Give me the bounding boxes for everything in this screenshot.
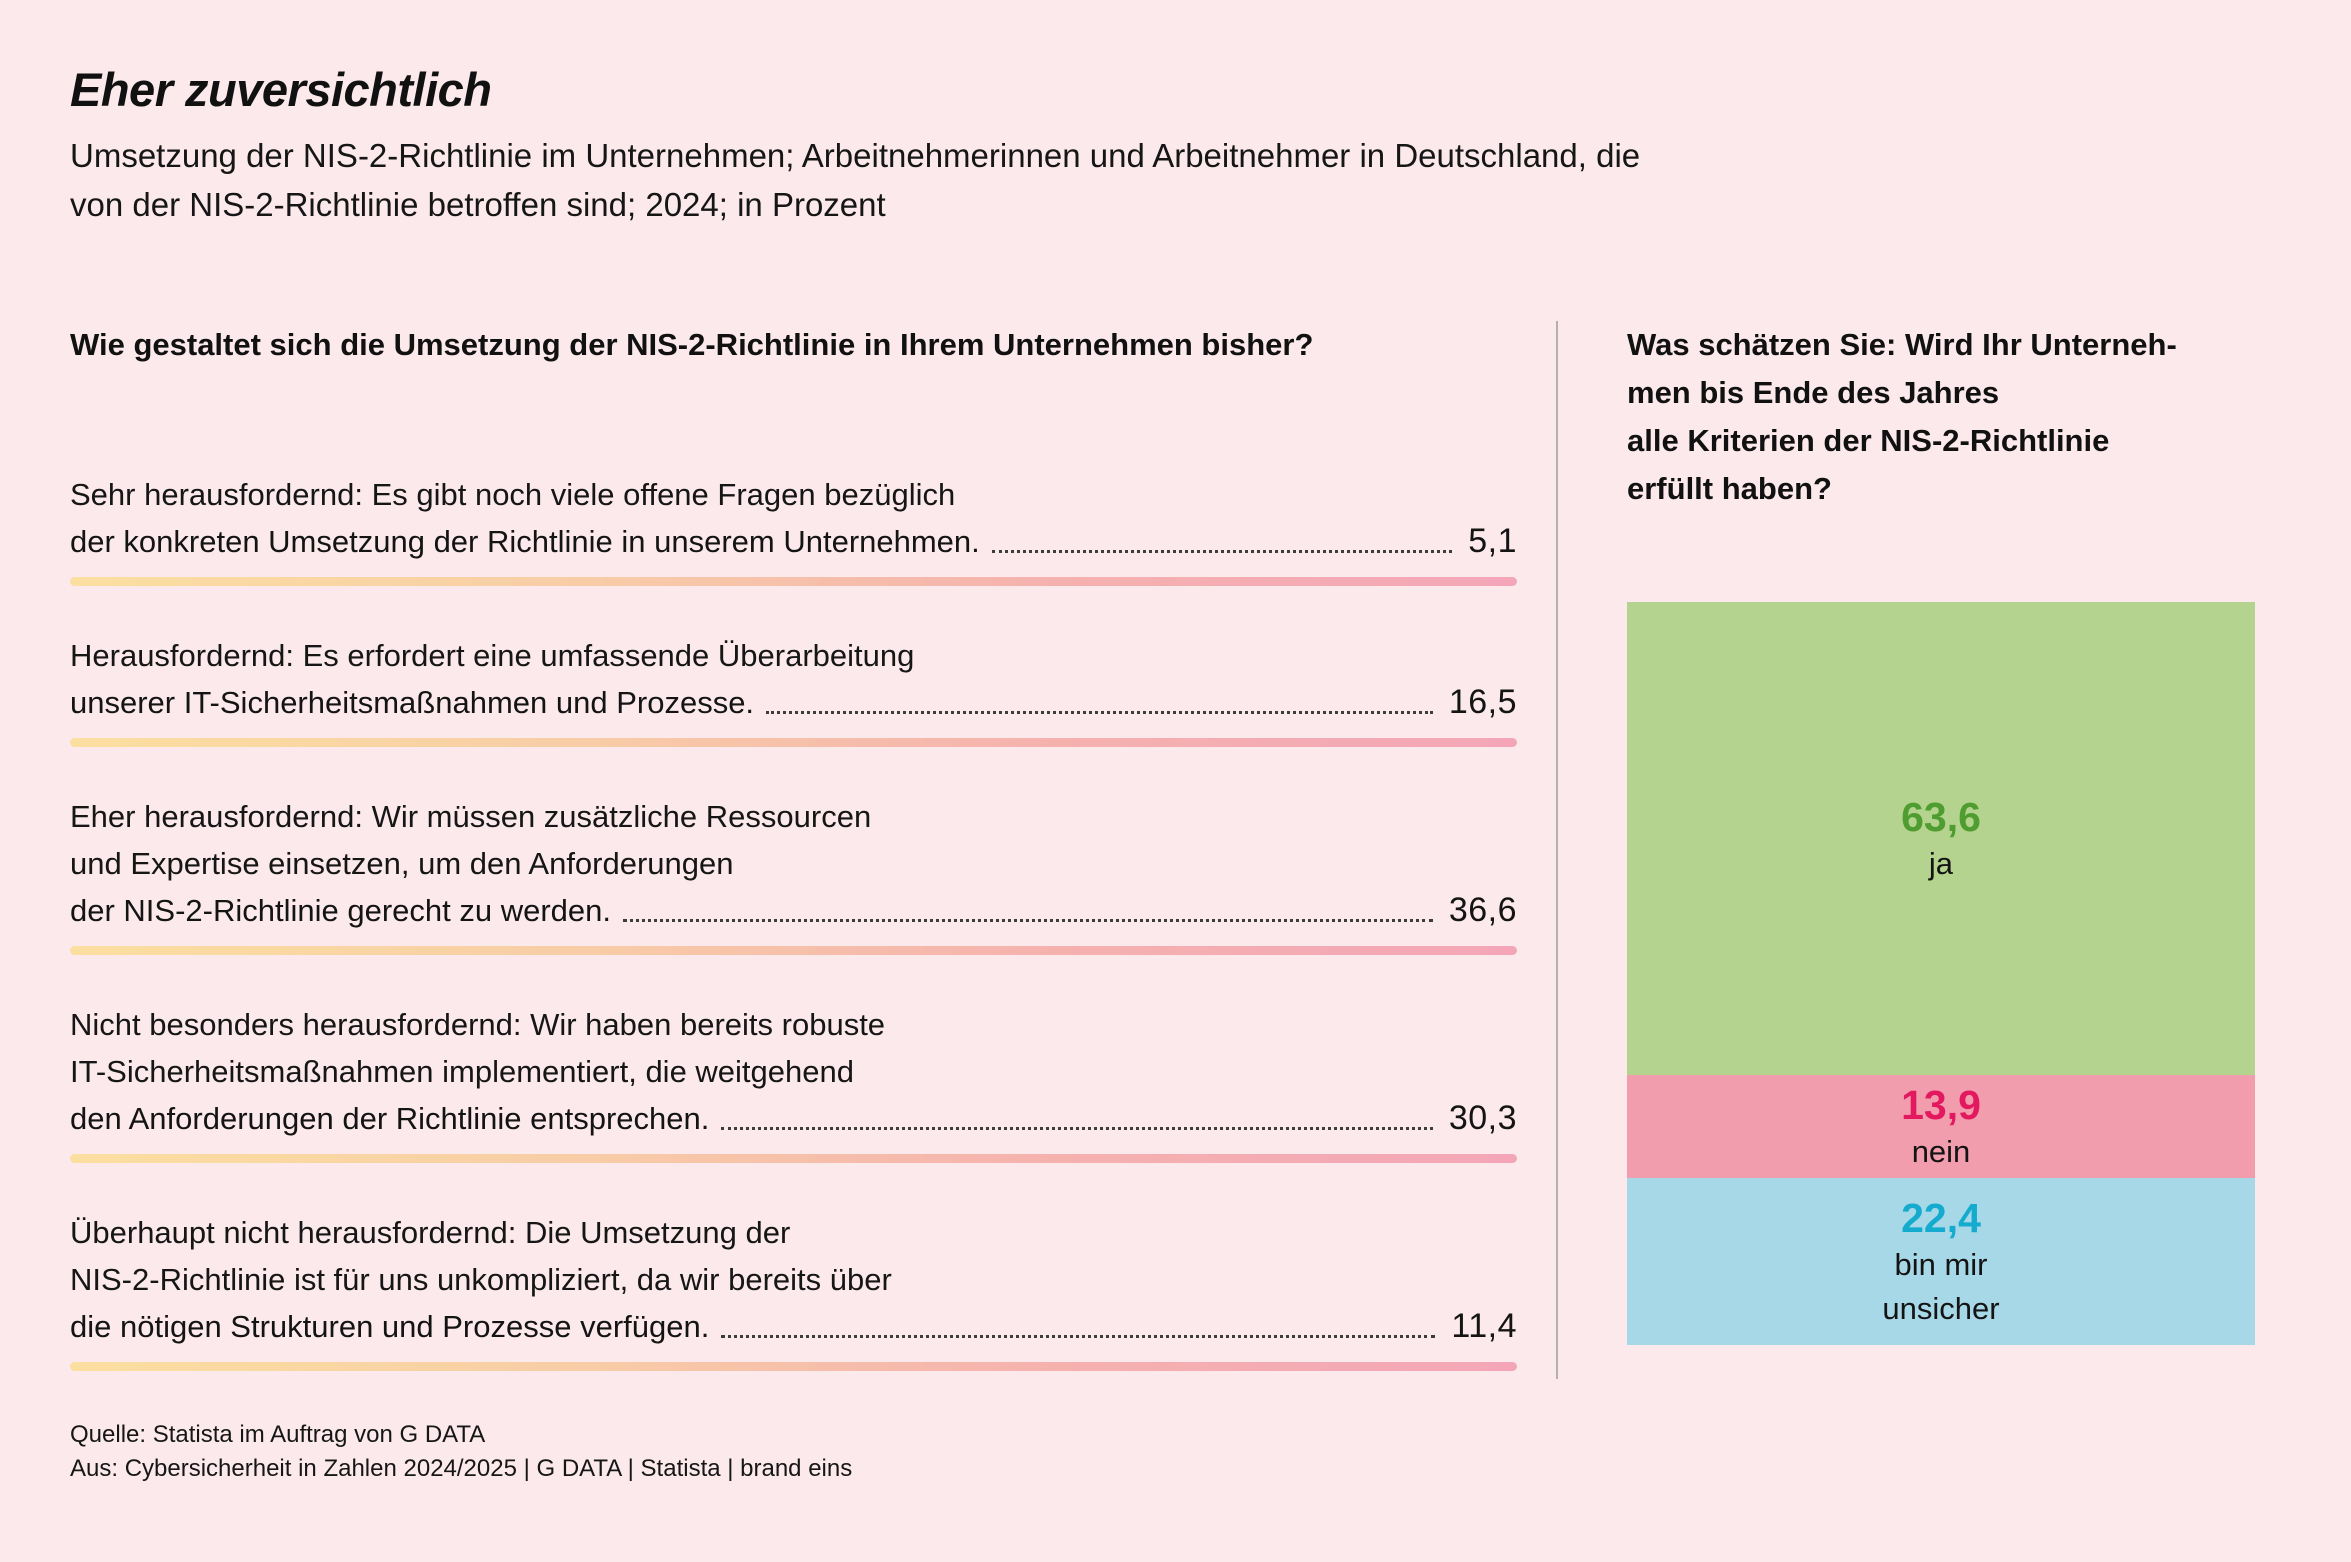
item-last-line: den Anforderungen der Richtlinie entspre… [70,1095,1517,1142]
left-panel: Wie gestaltet sich die Umsetzung der NIS… [70,321,1517,1417]
item-last-line: der konkreten Umsetzung der Richtlinie i… [70,518,1517,565]
subtitle-line-1: Umsetzung der NIS-2-Richtlinie im Untern… [70,137,1641,174]
gradient-underline-bar [70,946,1517,955]
page-title: Eher zuversichtlich [70,63,492,116]
vertical-divider [1556,321,1558,1379]
gradient-underline-bar [70,738,1517,747]
answer-item: Herausfordernd: Es erfordert eine umfass… [70,632,1517,747]
bar-segment-ja: 63,6 ja [1627,602,2255,1076]
item-text-line: Herausfordernd: Es erfordert eine umfass… [70,638,915,673]
item-value: 16,5 [1448,683,1517,721]
stacked-bar-chart: 63,6 ja 13,9 nein 22,4 bin mir unsicher [1627,602,2255,1345]
dotted-leader [721,1127,1433,1130]
left-question: Wie gestaltet sich die Umsetzung der NIS… [70,327,1314,362]
segment-label: bin mir unsicher [1882,1246,2000,1326]
item-text-line: den Anforderungen der Richtlinie entspre… [70,1101,710,1136]
item-last-line: die nötigen Strukturen und Prozesse verf… [70,1303,1517,1350]
segment-label: nein [1911,1133,1971,1169]
right-question-line: alle Kriterien der NIS-2-Richtlinie [1627,423,2110,458]
item-text-line: Überhaupt nicht herausfordernd: Die Umse… [70,1215,791,1250]
source-line-1: Quelle: Statista im Auftrag von G DATA [70,1421,486,1448]
right-panel: Was schätzen Sie: Wird Ihr Unterneh- men… [1627,321,2255,1345]
right-question-line: erfüllt haben? [1627,471,1832,506]
item-text-line: und Expertise einsetzen, um den Anforder… [70,846,734,881]
item-value: 36,6 [1448,891,1517,929]
bar-segment-nein: 13,9 nein [1627,1075,2255,1179]
subtitle-line-2: von der NIS-2-Richtlinie betroffen sind;… [70,186,886,223]
item-last-line: unserer IT-Sicherheitsmaßnahmen und Proz… [70,679,1517,726]
item-text-line: der NIS-2-Richtlinie gerecht zu werden. [70,893,612,928]
segment-value: 63,6 [1901,793,1981,840]
item-text-line: Nicht besonders herausfordernd: Wir habe… [70,1007,886,1042]
segment-value: 13,9 [1901,1081,1981,1128]
item-text-line: Sehr herausfordernd: Es gibt noch viele … [70,477,956,512]
item-text-line: unserer IT-Sicherheitsmaßnahmen und Proz… [70,685,755,720]
dotted-leader [991,550,1453,553]
source-line-2: Aus: Cybersicherheit in Zahlen 2024/2025… [70,1455,853,1482]
dotted-leader [623,919,1433,922]
gradient-underline-bar [70,577,1517,586]
item-value: 30,3 [1448,1099,1517,1137]
bar-segment-bin-mir-unsicher: 22,4 bin mir unsicher [1627,1178,2255,1345]
source-note: Quelle: Statista im Auftrag von G DATA A… [70,1418,852,1486]
item-value: 5,1 [1468,522,1517,560]
answer-item: Sehr herausfordernd: Es gibt noch viele … [70,471,1517,586]
right-question-line: Was schätzen Sie: Wird Ihr Unterneh- [1627,327,2177,362]
dotted-leader [721,1335,1436,1338]
right-question-line: men bis Ende des Jahres [1627,375,2000,410]
main-content: Wie gestaltet sich die Umsetzung der NIS… [70,321,2255,1417]
answer-item: Eher herausfordernd: Wir müssen zusätzli… [70,793,1517,955]
gradient-underline-bar [70,1362,1517,1371]
page-subtitle: Umsetzung der NIS-2-Richtlinie im Untern… [70,131,2255,229]
item-text-line: Eher herausfordernd: Wir müssen zusätzli… [70,799,872,834]
answer-item: Überhaupt nicht herausfordernd: Die Umse… [70,1209,1517,1371]
item-text-line: der konkreten Umsetzung der Richtlinie i… [70,524,980,559]
gradient-underline-bar [70,1154,1517,1163]
dotted-leader [766,711,1433,714]
item-text-line: die nötigen Strukturen und Prozesse verf… [70,1309,710,1344]
segment-value: 22,4 [1901,1194,1981,1241]
item-text-line: NIS-2-Richtlinie ist für uns unkomplizie… [70,1262,892,1297]
right-question: Was schätzen Sie: Wird Ihr Unterneh- men… [1627,321,2255,513]
segment-label: ja [1928,845,1954,881]
item-last-line: der NIS-2-Richtlinie gerecht zu werden. … [70,887,1517,934]
item-text-line: IT-Sicherheitsmaßnahmen implementiert, d… [70,1054,854,1089]
item-value: 11,4 [1451,1307,1517,1345]
answer-item: Nicht besonders herausfordernd: Wir habe… [70,1001,1517,1163]
